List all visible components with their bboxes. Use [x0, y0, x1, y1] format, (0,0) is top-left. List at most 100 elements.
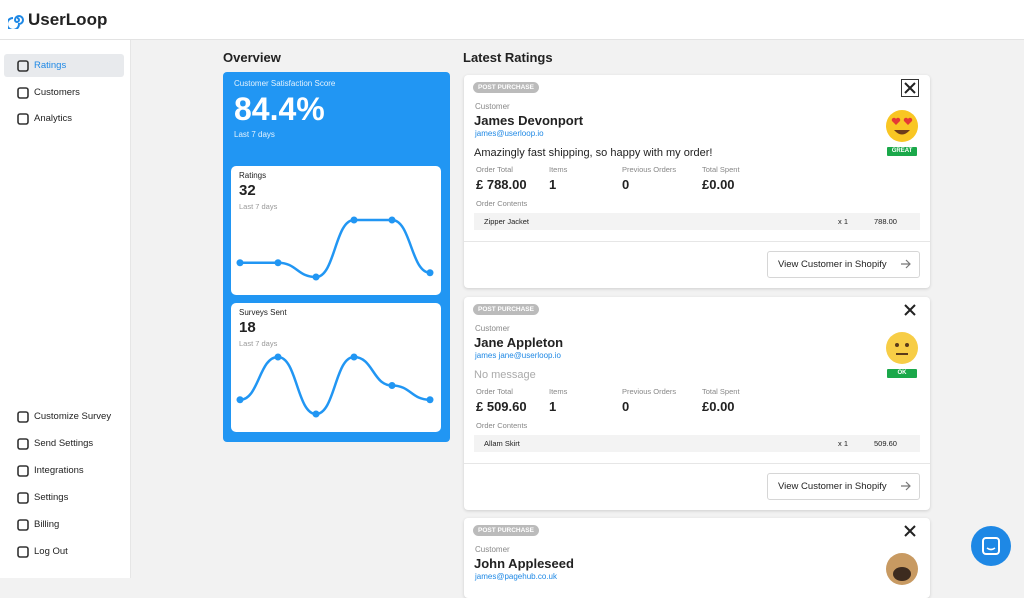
nav-label: Settings — [34, 492, 69, 503]
field-value: £0.00 — [702, 398, 735, 414]
nav-item[interactable]: Customers — [4, 81, 124, 104]
product-name: Zipper Jacket — [484, 217, 530, 226]
stat-label: Surveys Sent — [239, 308, 287, 317]
icon-shape — [17, 519, 29, 531]
product-row: Allam Skirt x 1 509.60 — [474, 434, 920, 452]
sparkline-point — [426, 269, 434, 277]
stat-card: Ratings 32 Last 7 days — [231, 166, 441, 295]
sparkline-point — [350, 353, 358, 361]
divider — [464, 462, 930, 464]
logo: UserLoop — [28, 10, 108, 29]
nav-item[interactable]: Integrations — [4, 459, 124, 482]
field-value: 0 — [622, 177, 630, 192]
field-label: Previous Orders — [622, 165, 677, 174]
nav-label: Integrations — [34, 465, 84, 476]
nav-label: Log Out — [34, 546, 68, 557]
nav-item[interactable]: Send Settings — [4, 432, 124, 455]
product-price: 509.60 — [874, 438, 897, 448]
arrow — [901, 259, 911, 269]
icon-shape — [17, 411, 29, 423]
button-label: View Customer in Shopify — [778, 480, 887, 492]
emoji-eye — [895, 342, 899, 347]
field-label: Order Total — [476, 165, 513, 174]
divider — [464, 241, 930, 242]
emoji-eye — [891, 117, 913, 125]
badge: OK — [887, 368, 917, 378]
field-value: £ 509.60 — [476, 398, 527, 414]
emoji-mouth — [894, 130, 910, 135]
sparkline-point — [312, 273, 320, 281]
stat-card: Surveys Sent 18 Last 7 days — [231, 303, 441, 432]
nav-label: Ratings — [34, 60, 67, 71]
message: Amazingly fast shipping, so happy with m… — [474, 147, 713, 159]
emoji — [886, 110, 918, 142]
nav-item[interactable]: Customize Survey — [4, 405, 124, 428]
sidebar: Ratings Customers Analytics Customize Surve… — [0, 40, 131, 578]
tag: POST PURCHASE — [473, 303, 539, 315]
field-label: Items — [549, 165, 568, 174]
arrow-icon — [901, 259, 911, 269]
customer-name: James Devonport — [474, 113, 584, 128]
field-value: 1 — [549, 177, 557, 192]
field-label: Items — [549, 386, 568, 396]
badge: GREAT — [887, 147, 917, 156]
sparkline-point — [236, 396, 244, 404]
emoji-face — [886, 331, 918, 364]
stat-period: Last 7 days — [239, 339, 278, 348]
close-button[interactable] — [902, 302, 918, 318]
nav-icon — [17, 411, 29, 423]
ratings-title: Latest Ratings — [463, 50, 553, 65]
stat-value: 32 — [239, 182, 256, 199]
view-customer-button[interactable]: View Customer in Shopify — [767, 251, 920, 278]
nav-item[interactable]: Log Out — [4, 540, 124, 563]
field-value: £0.00 — [702, 177, 735, 192]
sparkline-point — [236, 259, 244, 267]
nav-icon — [17, 465, 29, 477]
tag: POST PURCHASE — [473, 525, 539, 536]
nav-icon — [17, 60, 29, 72]
customer-label: Customer — [475, 545, 510, 554]
icon-shape — [17, 438, 29, 450]
nav-label: Send Settings — [34, 438, 94, 449]
product-name: Allam Skirt — [484, 438, 520, 448]
field-value: £ 788.00 — [476, 177, 527, 192]
field-label: Order Total — [476, 386, 513, 396]
icon-shape — [17, 465, 29, 477]
product-price: 788.00 — [874, 217, 897, 226]
view-customer-button[interactable]: View Customer in Shopify — [767, 472, 920, 500]
nav-item[interactable]: Billing — [4, 513, 124, 536]
message: No message — [474, 368, 536, 381]
icon-shape — [17, 60, 29, 72]
nav-item[interactable]: Ratings — [4, 54, 124, 77]
field-label: Total Spent — [702, 165, 740, 174]
icon-shape — [17, 546, 29, 558]
arrow — [901, 481, 911, 490]
chat-icon — [982, 537, 1000, 555]
chat-button[interactable] — [971, 526, 1011, 566]
field-value: 1 — [549, 398, 557, 414]
button-label: View Customer in Shopify — [778, 259, 887, 270]
product-qty: x 1 — [838, 217, 849, 226]
icon-shape — [17, 113, 29, 125]
icon-shape — [17, 492, 29, 504]
rating-card: POST PURCHASE Customer John Appleseed james… — [464, 518, 930, 598]
field-label: Previous Orders — [622, 386, 677, 396]
nav-label: Analytics — [34, 113, 73, 124]
nav-icon — [17, 86, 29, 99]
top-bar: UserLoop — [0, 0, 1024, 40]
emoji-muzzle — [893, 567, 911, 581]
nav-label: Billing — [34, 519, 60, 530]
emoji — [886, 553, 918, 585]
nav-item[interactable]: Analytics — [4, 107, 124, 130]
nav-label: Customize Survey — [34, 411, 112, 422]
sparkline-point — [350, 216, 358, 224]
nav-item[interactable]: Settings — [4, 486, 124, 509]
rating-card: POST PURCHASE Customer Jane Appleton james … — [464, 296, 930, 510]
icon-shape — [17, 86, 29, 99]
close-button[interactable] — [902, 523, 918, 539]
close-button[interactable] — [901, 79, 919, 97]
product-qty: x 1 — [838, 438, 849, 448]
customer-email: james jane@userloop.io — [475, 350, 561, 360]
sparkline-point — [274, 259, 282, 267]
